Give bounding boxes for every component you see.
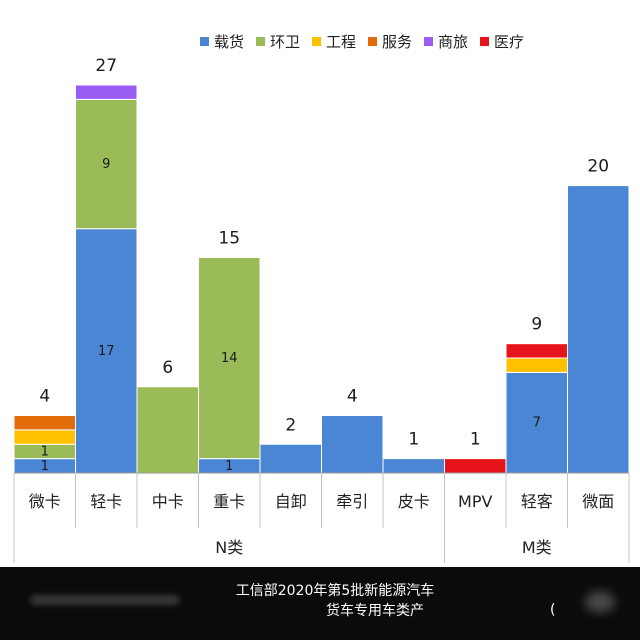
legend-swatch-载货 bbox=[200, 37, 209, 46]
category-label-皮卡: 皮卡 bbox=[398, 492, 430, 511]
category-label-中卡: 中卡 bbox=[152, 492, 184, 511]
bar-轻客-医疗 bbox=[505, 343, 568, 359]
legend-label-工程: 工程 bbox=[326, 33, 356, 51]
total-label-MPV: 1 bbox=[470, 430, 481, 450]
caption-line-2: 货车专用车类产 bbox=[326, 603, 424, 619]
bar-中卡-环卫 bbox=[136, 386, 199, 474]
caption-blur bbox=[30, 595, 180, 605]
category-label-自卸: 自卸 bbox=[275, 492, 307, 511]
total-label-微面: 20 bbox=[587, 157, 609, 177]
bar-重卡-环卫 bbox=[198, 256, 261, 460]
category-label-轻卡: 轻卡 bbox=[90, 492, 122, 511]
segment-label-微卡-环卫: 1 bbox=[41, 444, 49, 459]
legend-swatch-商旅 bbox=[424, 37, 433, 46]
legend-swatch-环卫 bbox=[256, 37, 265, 46]
legend-label-商旅: 商旅 bbox=[438, 33, 468, 51]
category-label-轻客: 轻客 bbox=[521, 492, 553, 511]
total-label-微卡: 4 bbox=[39, 387, 50, 407]
bar-微卡-工程 bbox=[13, 429, 76, 445]
group-label-M类: M类 bbox=[522, 538, 552, 557]
category-label-微卡: 微卡 bbox=[29, 492, 61, 511]
legend-label-服务: 服务 bbox=[382, 33, 412, 51]
caption-glow bbox=[585, 591, 615, 613]
caption-mark: ( bbox=[550, 602, 556, 618]
caption-bar: 工信部2020年第5批新能源汽车 货车专用车类产 ( bbox=[0, 567, 640, 640]
total-label-皮卡: 1 bbox=[408, 430, 419, 450]
total-label-自卸: 2 bbox=[285, 415, 296, 435]
bar-微面-载货 bbox=[567, 185, 630, 474]
segment-label-轻客-载货: 7 bbox=[533, 416, 541, 431]
group-label-N类: N类 bbox=[215, 538, 243, 557]
category-label-微面: 微面 bbox=[582, 492, 614, 511]
bar-轻客-工程 bbox=[505, 357, 568, 373]
segment-label-轻卡-环卫: 9 bbox=[102, 157, 110, 172]
bar-轻卡-环卫 bbox=[75, 98, 138, 230]
bar-皮卡-载货 bbox=[382, 458, 445, 474]
legend-label-载货: 载货 bbox=[214, 33, 244, 51]
total-label-轻客: 9 bbox=[531, 315, 542, 335]
legend-swatch-医疗 bbox=[480, 37, 489, 46]
caption-line-1: 工信部2020年第5批新能源汽车 bbox=[235, 583, 435, 599]
bar-自卸-载货 bbox=[259, 443, 322, 474]
legend-label-医疗: 医疗 bbox=[494, 33, 524, 51]
legend-swatch-工程 bbox=[312, 37, 321, 46]
segment-label-重卡-环卫: 14 bbox=[221, 351, 238, 366]
bar-微卡-服务 bbox=[13, 415, 76, 431]
category-label-牵引: 牵引 bbox=[336, 492, 368, 511]
category-label-重卡: 重卡 bbox=[213, 492, 245, 511]
bar-轻卡-商旅 bbox=[75, 84, 138, 100]
total-label-牵引: 4 bbox=[347, 387, 358, 407]
segment-label-轻卡-载货: 17 bbox=[98, 344, 115, 359]
total-label-中卡: 6 bbox=[162, 358, 173, 378]
total-label-重卡: 15 bbox=[218, 228, 240, 248]
legend-swatch-服务 bbox=[368, 37, 377, 46]
segment-label-重卡-载货: 1 bbox=[225, 459, 233, 474]
bar-牵引-载货 bbox=[321, 415, 384, 474]
legend-label-环卫: 环卫 bbox=[270, 33, 300, 51]
bar-MPV-医疗 bbox=[444, 458, 507, 474]
segment-label-微卡-载货: 1 bbox=[41, 459, 49, 474]
category-label-MPV: MPV bbox=[458, 492, 492, 511]
total-label-轻卡: 27 bbox=[95, 56, 117, 76]
